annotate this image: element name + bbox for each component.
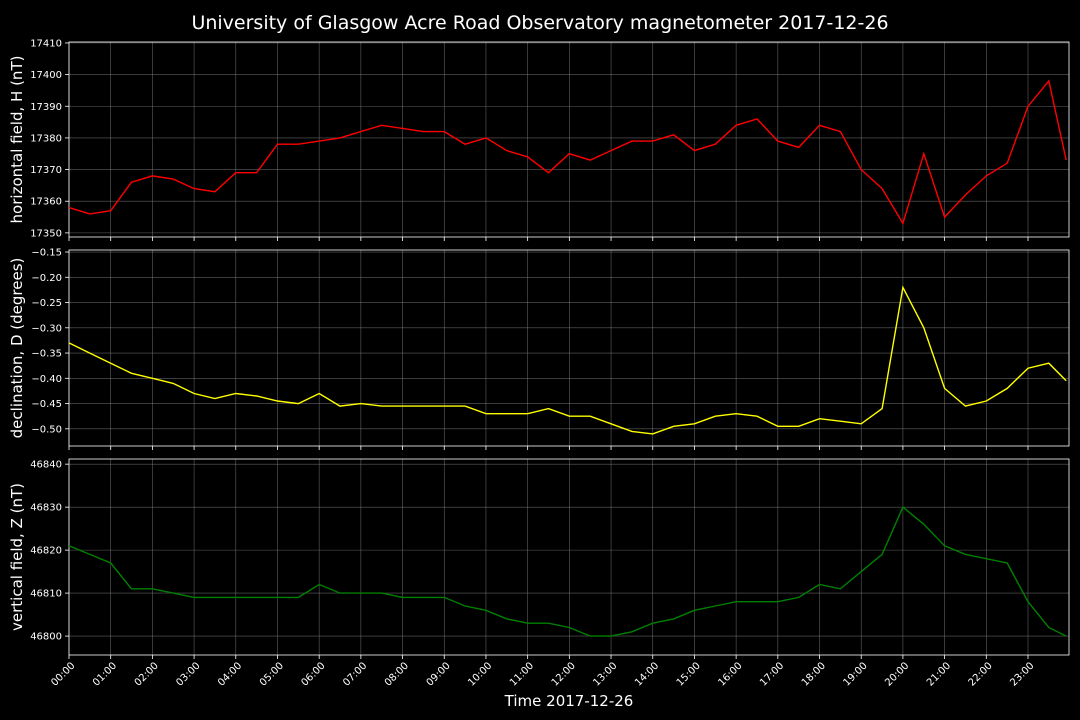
- x-tick-label: 10:00: [466, 660, 494, 688]
- x-tick-label: 23:00: [1008, 660, 1036, 688]
- x-tick-label: 08:00: [383, 660, 411, 688]
- y-tick-label: 46820: [30, 546, 62, 557]
- y-tick-label: 17380: [30, 133, 62, 144]
- y-tick-label: 46810: [30, 589, 62, 600]
- plot-frame: [68, 458, 1070, 656]
- y-tick-label: 46830: [30, 503, 62, 514]
- x-tick-label: 02:00: [133, 660, 161, 688]
- x-tick-label: 09:00: [425, 660, 453, 688]
- y-tick-label: −0.40: [31, 374, 62, 385]
- y-tick-label: −0.50: [31, 424, 62, 435]
- data-line: [68, 79, 1067, 226]
- y-axis-label: vertical field, Z (nT): [8, 483, 26, 631]
- x-tick-label: 00:00: [49, 660, 77, 688]
- y-tick-label: 17360: [30, 197, 62, 208]
- x-tick-label: 22:00: [967, 660, 995, 688]
- x-tick-label: 03:00: [174, 660, 202, 688]
- y-tick-label: 17410: [30, 38, 62, 49]
- x-tick-label: 20:00: [883, 660, 911, 688]
- y-tick-label: −0.25: [31, 298, 62, 309]
- chart-title: University of Glasgow Acre Road Observat…: [191, 12, 888, 34]
- y-tick-label: 17350: [30, 228, 62, 239]
- y-tick-label: 46800: [30, 632, 62, 643]
- y-axis-label: declination, D (degrees): [8, 258, 26, 439]
- y-tick-label: −0.35: [31, 349, 62, 360]
- x-tick-label: 13:00: [591, 660, 619, 688]
- y-tick-label: −0.45: [31, 399, 62, 410]
- x-tick-label: 11:00: [508, 660, 536, 688]
- x-tick-label: 01:00: [91, 660, 119, 688]
- y-axis-label: horizontal field, H (nT): [8, 56, 26, 224]
- y-tick-label: −0.15: [31, 248, 62, 259]
- x-tick-label: 17:00: [758, 660, 786, 688]
- y-tick-label: 46840: [30, 460, 62, 471]
- plot-frame: [68, 249, 1070, 447]
- x-tick-label: 07:00: [341, 660, 369, 688]
- y-tick-label: 17390: [30, 102, 62, 113]
- x-tick-label: 12:00: [550, 660, 578, 688]
- x-tick-label: 04:00: [216, 660, 244, 688]
- y-tick-label: −0.30: [31, 323, 62, 334]
- plot-frame: [68, 41, 1070, 238]
- data-line: [68, 505, 1067, 637]
- x-axis-label: Time 2017-12-26: [504, 692, 634, 710]
- x-tick-label: 06:00: [299, 660, 327, 688]
- x-tick-label: 16:00: [716, 660, 744, 688]
- x-tick-label: 19:00: [842, 660, 870, 688]
- x-tick-label: 18:00: [800, 660, 828, 688]
- y-tick-label: 17400: [30, 70, 62, 81]
- y-tick-label: −0.20: [31, 273, 62, 284]
- x-tick-label: 14:00: [633, 660, 661, 688]
- x-tick-label: 21:00: [925, 660, 953, 688]
- x-tick-label: 05:00: [258, 660, 286, 688]
- x-tick-label: 15:00: [675, 660, 703, 688]
- y-tick-label: 17370: [30, 165, 62, 176]
- data-line: [68, 285, 1067, 435]
